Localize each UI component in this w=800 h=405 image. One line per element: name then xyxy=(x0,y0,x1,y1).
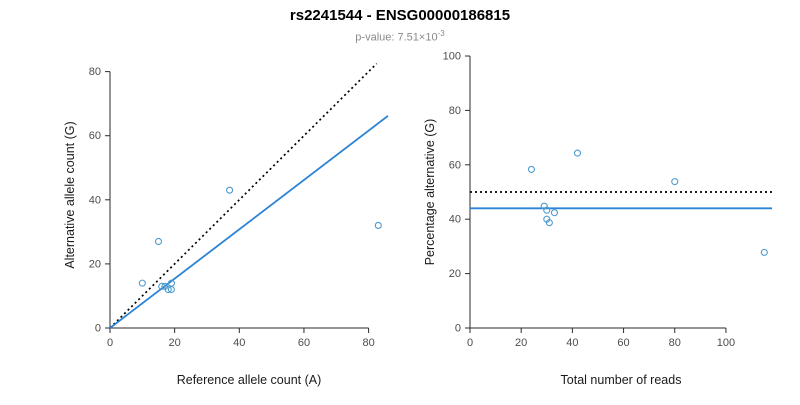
x-tick-label: 20 xyxy=(169,337,181,349)
regression-line xyxy=(109,115,389,329)
y-tick-label: 0 xyxy=(455,323,461,335)
allele-count-scatter: 0 20 40 60 80 0 20 40 60 80 Reference allele count… xyxy=(0,48,410,405)
charts-row: 0 20 40 60 80 0 20 40 60 80 Reference allele count… xyxy=(0,48,800,405)
x-tick-label: 0 xyxy=(467,337,473,349)
p-value-text: p-value: 7.51×10 xyxy=(355,31,438,44)
x-axis-title: Total number of reads xyxy=(561,373,682,387)
data-point xyxy=(573,149,582,157)
x-tick-label: 40 xyxy=(233,337,245,349)
data-point xyxy=(671,178,679,186)
y-tick-label: 60 xyxy=(449,159,461,171)
y-tick-label: 80 xyxy=(89,66,101,78)
y-tick-label: 60 xyxy=(89,130,101,142)
x-tick-label: 80 xyxy=(669,337,681,349)
x-tick-label: 100 xyxy=(717,337,735,349)
data-point xyxy=(167,279,175,287)
y-axis-title: Percentage alternative (G) xyxy=(423,119,437,266)
x-tick-label: 40 xyxy=(566,337,578,349)
data-point xyxy=(760,248,768,256)
p-value-label: p-value: 7.51×10-3 xyxy=(0,27,800,45)
y-tick-label: 80 xyxy=(449,105,461,117)
percentage-alternative-scatter-svg: 0 20 40 60 80 100 0 20 40 60 80 100 Total number of … xyxy=(423,51,772,387)
y-tick-label: 40 xyxy=(449,214,461,226)
data-point xyxy=(527,165,535,173)
x-axis-title: Reference allele count (A) xyxy=(177,373,322,387)
x-tick-label: 20 xyxy=(515,337,527,349)
identity-line xyxy=(109,62,378,329)
data-point xyxy=(158,282,166,290)
data-point xyxy=(226,186,234,194)
x-tick-label: 0 xyxy=(107,337,113,349)
allele-count-scatter-svg: 0 20 40 60 80 0 20 40 60 80 Reference allele count… xyxy=(63,62,389,387)
x-tick-label: 60 xyxy=(298,337,310,349)
plot-header: rs2241544 - ENSG00000186815 p-value: 7.5… xyxy=(0,0,800,48)
y-tick-label: 0 xyxy=(95,323,101,335)
y-tick-label: 20 xyxy=(89,258,101,270)
data-point xyxy=(138,279,146,287)
data-point xyxy=(543,206,551,214)
plot-title: rs2241544 - ENSG00000186815 xyxy=(289,7,511,24)
data-point xyxy=(154,237,163,246)
y-tick-label: 20 xyxy=(449,268,461,280)
x-tick-label: 80 xyxy=(362,337,374,349)
y-axis-title: Alternative allele count (G) xyxy=(63,121,77,268)
x-tick-label: 60 xyxy=(617,337,629,349)
p-value-exponent: -3 xyxy=(437,29,445,38)
data-point xyxy=(545,219,553,227)
percentage-alternative-scatter: 0 20 40 60 80 100 0 20 40 60 80 100 Total number of … xyxy=(410,48,800,405)
data-point xyxy=(374,221,382,229)
data-point xyxy=(550,209,559,217)
y-tick-label: 100 xyxy=(443,51,461,63)
y-tick-label: 40 xyxy=(89,194,101,206)
data-point xyxy=(164,285,172,294)
